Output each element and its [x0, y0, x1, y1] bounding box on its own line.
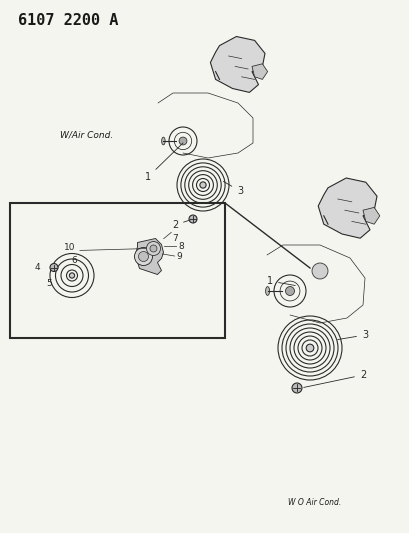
Text: 9: 9 [176, 252, 182, 261]
Text: 3: 3 [223, 181, 243, 196]
Text: 5: 5 [46, 279, 52, 288]
Circle shape [200, 182, 206, 188]
Polygon shape [317, 178, 376, 238]
Circle shape [50, 263, 58, 271]
Ellipse shape [161, 137, 165, 145]
Circle shape [138, 252, 148, 262]
Circle shape [69, 273, 74, 278]
Text: 7: 7 [172, 234, 178, 243]
Text: 1: 1 [145, 143, 182, 182]
Text: 2: 2 [303, 370, 365, 387]
Circle shape [150, 245, 157, 252]
Circle shape [179, 137, 187, 145]
Polygon shape [252, 64, 267, 79]
Circle shape [285, 287, 294, 295]
Text: W O Air Cond.: W O Air Cond. [288, 498, 341, 507]
Ellipse shape [265, 287, 269, 295]
Text: 4: 4 [34, 263, 40, 272]
Circle shape [291, 383, 301, 393]
Text: 6107 2200 A: 6107 2200 A [18, 13, 118, 28]
Text: 6: 6 [71, 256, 77, 265]
Polygon shape [210, 36, 264, 92]
Text: 2: 2 [171, 220, 190, 230]
Circle shape [134, 247, 152, 265]
Text: W/Air Cond.: W/Air Cond. [60, 131, 113, 140]
Circle shape [146, 241, 160, 255]
Circle shape [189, 215, 196, 223]
Bar [10, 203, 225, 338]
Circle shape [306, 344, 313, 352]
Text: 1: 1 [266, 276, 294, 286]
Text: 3: 3 [337, 330, 367, 340]
Polygon shape [135, 238, 163, 274]
Polygon shape [362, 207, 379, 224]
Text: 8: 8 [178, 242, 184, 251]
Text: 10: 10 [64, 243, 76, 252]
Circle shape [311, 263, 327, 279]
